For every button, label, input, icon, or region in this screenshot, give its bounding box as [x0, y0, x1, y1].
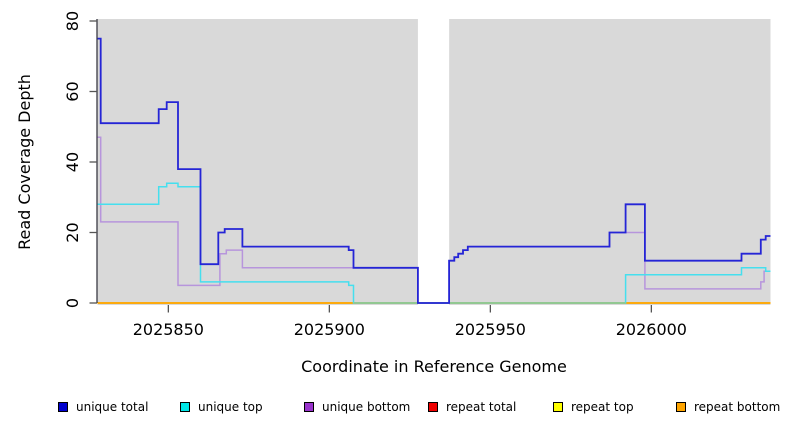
- y-axis-title: Read Coverage Depth: [15, 74, 34, 250]
- y-tick-label: 60: [63, 81, 82, 101]
- y-tick-label: 0: [63, 298, 82, 308]
- x-tick-label: 2025850: [133, 320, 204, 339]
- legend-swatch-repeat-total: [428, 402, 438, 412]
- legend-swatch-unique-total: [58, 402, 68, 412]
- x-tick-label: 2026000: [616, 320, 687, 339]
- legend-swatch-unique-bottom: [304, 402, 314, 412]
- legend-item-unique-top: unique top: [180, 397, 263, 417]
- coverage-gap-region: [417, 19, 450, 305]
- legend-label: unique top: [198, 400, 263, 414]
- legend-label: repeat total: [446, 400, 517, 414]
- legend-label: unique bottom: [322, 400, 411, 414]
- x-axis-title: Coordinate in Reference Genome: [301, 357, 567, 376]
- series-line-unique-top: [97, 182, 771, 304]
- legend-item-repeat-total: repeat total: [428, 397, 516, 417]
- legend-swatch-repeat-bottom: [676, 402, 686, 412]
- coverage-plot: 0 20 40 60 80 2025850 2025900 2025950 2026000 Coo…: [15, 11, 771, 376]
- legend-item-unique-bottom: unique bottom: [304, 397, 410, 417]
- legend-label: unique total: [76, 400, 149, 414]
- legend-swatch-unique-top: [180, 402, 190, 412]
- legend-item-unique-total: unique total: [58, 397, 148, 417]
- series-line-unique-total: [97, 37, 771, 304]
- y-tick-label: 20: [63, 222, 82, 242]
- x-tick-label: 2025900: [294, 320, 365, 339]
- legend-label: repeat bottom: [694, 400, 781, 414]
- x-tick-label: 2025950: [455, 320, 526, 339]
- legend-swatch-repeat-top: [553, 402, 563, 412]
- legend-item-repeat-bottom: repeat bottom: [676, 397, 780, 417]
- y-tick-label: 40: [63, 152, 82, 172]
- chart-legend: unique total unique top unique bottom repea…: [0, 397, 792, 421]
- legend-label: repeat top: [571, 400, 634, 414]
- legend-item-repeat-top: repeat top: [553, 397, 634, 417]
- y-tick-label: 80: [63, 11, 82, 31]
